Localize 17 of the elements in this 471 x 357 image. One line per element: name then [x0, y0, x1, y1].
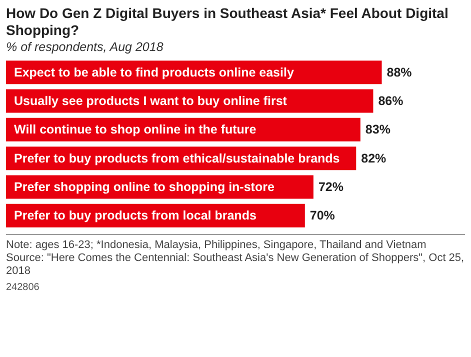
data-label: 82%	[361, 151, 386, 166]
text: 242806	[6, 282, 40, 293]
y-tick-label: Expect to be able to find products online easily	[14, 65, 294, 80]
y-tick-label: Prefer to buy products from ethical/sustainable brands	[14, 151, 340, 166]
y-tick-label: Prefer to buy products from local brands	[14, 208, 256, 223]
source-note: Source: "Here Comes the Centennial: Southeast Asia's New Generation of Shoppers", Oct 25, 2018	[6, 252, 465, 278]
y-tick-label: Prefer shopping online to shopping in-store	[14, 180, 274, 194]
data-label: 83%	[365, 122, 390, 137]
data-label: 70%	[310, 208, 335, 223]
data-label: 72%	[318, 180, 344, 194]
data-label: 86%	[378, 94, 404, 108]
chart-subtitle: % of respondents, Aug 2018	[6, 40, 164, 54]
y-tick-label: Will continue to shop online in the future	[14, 122, 256, 137]
chart-title: How Do Gen Z Digital Buyers in Southeast Asia* Feel About Digital Shopping?	[6, 5, 450, 39]
data-label: 88%	[386, 65, 412, 80]
text: Note: ages 16-23; *Indonesia, Malaysia, Philippines, Singapore, Thailand and Vietnam	[6, 239, 428, 252]
y-tick-label: Usually see products I want to buy online first	[14, 94, 288, 108]
